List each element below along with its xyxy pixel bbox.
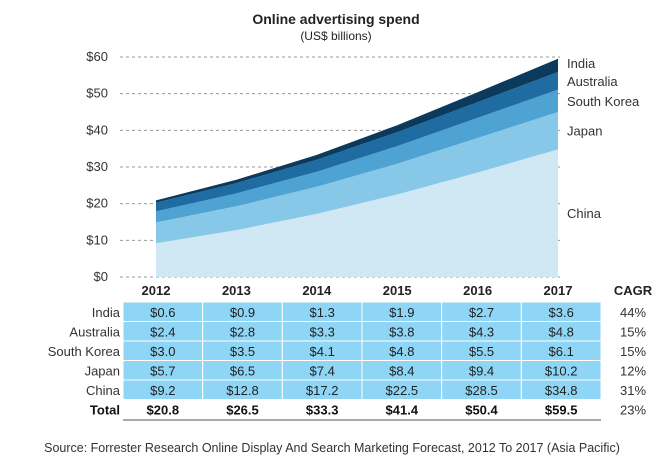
cell-value: $4.8	[549, 324, 574, 339]
total-value: $20.8	[147, 402, 180, 417]
table-row: Australia $2.4 $2.8 $3.3 $3.8 $4.3 $4.8 15%	[69, 321, 646, 342]
series-label-japan: Japan	[567, 124, 602, 139]
cell-value: $5.5	[469, 344, 494, 359]
cell-value: $2.8	[230, 324, 255, 339]
x-tick-label: 2013	[222, 283, 251, 298]
area-australia	[156, 72, 558, 212]
cell-value: $28.5	[465, 383, 498, 398]
table-row: Japan $5.7 $6.5 $7.4 $8.4 $9.4 $10.2 12%	[85, 360, 646, 381]
y-tick-label: $20	[86, 196, 108, 211]
series-label-china: China	[567, 206, 602, 221]
cell-value: $3.0	[150, 344, 175, 359]
cell-value: $7.4	[310, 363, 335, 378]
y-tick-label: $10	[86, 232, 108, 247]
total-value: $26.5	[226, 402, 259, 417]
cell-value: $4.1	[310, 344, 335, 359]
cell-value: $6.1	[549, 344, 574, 359]
cell-value: $3.3	[310, 324, 335, 339]
series-label-south-korea: South Korea	[567, 94, 640, 109]
table-row: South Korea $3.0 $3.5 $4.1 $4.8 $5.5 $6.1 15%	[48, 340, 646, 361]
y-tick-label: $50	[86, 86, 108, 101]
chart-subtitle: (US$ billions)	[300, 29, 371, 43]
cagr-value: 15%	[620, 324, 646, 339]
y-tick-label: $60	[86, 49, 108, 64]
table-row: India $0.6 $0.9 $1.3 $1.9 $2.7 $3.6 44%	[92, 301, 646, 322]
series-label-india: India	[567, 56, 596, 71]
cell-value: $9.2	[150, 383, 175, 398]
cagr-value: 44%	[620, 305, 646, 320]
source-note: Source: Forrester Research Online Displa…	[44, 441, 620, 455]
row-label: Australia	[69, 324, 120, 339]
cell-value: $22.5	[386, 383, 419, 398]
x-tick-label: 2016	[463, 283, 492, 298]
area-series	[156, 58, 558, 277]
total-row: Total $20.8 $26.5 $33.3 $41.4 $50.4 $59.5 23%	[90, 402, 646, 421]
total-cagr: 23%	[620, 402, 646, 417]
row-label: China	[86, 383, 121, 398]
cell-value: $0.9	[230, 305, 255, 320]
x-tick-label: 2012	[142, 283, 171, 298]
total-label: Total	[90, 402, 120, 417]
y-tick-label: $0	[94, 269, 108, 284]
y-tick-label: $30	[86, 159, 108, 174]
y-axis: $0 $10 $20 $30 $40 $50 $60	[86, 49, 108, 284]
row-label: India	[92, 305, 121, 320]
cell-value: $1.3	[310, 305, 335, 320]
row-label: South Korea	[48, 344, 121, 359]
cell-value: $2.7	[469, 305, 494, 320]
area-south-korea	[156, 89, 558, 223]
cell-value: $6.5	[230, 363, 255, 378]
cagr-header: CAGR	[614, 283, 653, 298]
cell-value: $12.8	[226, 383, 259, 398]
total-value: $59.5	[545, 402, 578, 417]
series-labels: China Japan South Korea Australia India	[567, 56, 640, 221]
chart-title: Online advertising spend	[252, 11, 419, 27]
cell-value: $3.5	[230, 344, 255, 359]
cell-value: $17.2	[306, 383, 339, 398]
cagr-value: 15%	[620, 344, 646, 359]
total-value: $50.4	[465, 402, 498, 417]
cell-value: $34.8	[545, 383, 578, 398]
y-tick-label: $40	[86, 122, 108, 137]
cell-value: $2.4	[150, 324, 175, 339]
cell-value: $0.6	[150, 305, 175, 320]
area-japan	[156, 112, 558, 244]
x-tick-label: 2017	[544, 283, 573, 298]
row-label: Japan	[85, 363, 120, 378]
cell-value: $8.4	[389, 363, 414, 378]
cagr-value: 31%	[620, 383, 646, 398]
x-axis: 2012 2013 2014 2015 2016 2017	[142, 283, 573, 298]
series-label-australia: Australia	[567, 74, 618, 89]
cagr-value: 12%	[620, 363, 646, 378]
cell-value: $3.8	[389, 324, 414, 339]
total-value: $33.3	[306, 402, 339, 417]
cell-value: $3.6	[549, 305, 574, 320]
cell-value: $5.7	[150, 363, 175, 378]
cell-value: $4.8	[389, 344, 414, 359]
table-cell	[520, 379, 602, 400]
x-tick-label: 2014	[302, 283, 332, 298]
cell-value: $10.2	[545, 363, 578, 378]
data-table: India $0.6 $0.9 $1.3 $1.9 $2.7 $3.6 44%Australi…	[48, 301, 646, 421]
cell-value: $1.9	[389, 305, 414, 320]
x-tick-label: 2015	[383, 283, 412, 298]
cell-value: $9.4	[469, 363, 494, 378]
total-value: $41.4	[386, 402, 419, 417]
area-china	[156, 149, 558, 277]
table-row: China $9.2 $12.8 $17.2 $22.5 $28.5 $34.8 31%	[86, 379, 646, 400]
cell-value: $4.3	[469, 324, 494, 339]
